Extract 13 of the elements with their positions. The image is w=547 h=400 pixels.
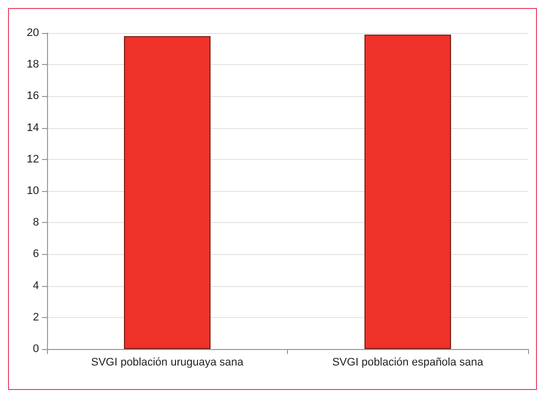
y-tick-label: 10 xyxy=(26,185,39,197)
y-tick-label: 0 xyxy=(32,343,39,355)
y-tick-label: 8 xyxy=(32,216,39,229)
x-tick-label: SVGI población uruguaya sana xyxy=(91,356,244,368)
y-tick-label: 20 xyxy=(26,27,39,39)
y-tick-label: 6 xyxy=(32,248,39,260)
y-tick-label: 16 xyxy=(26,90,39,102)
y-tick-label: 14 xyxy=(26,122,39,134)
y-tick-label: 4 xyxy=(32,280,39,292)
y-tick-label: 12 xyxy=(26,153,39,166)
y-tick-label: 2 xyxy=(32,311,39,324)
y-tick-label: 18 xyxy=(26,58,39,71)
x-tick-label: SVGI población española sana xyxy=(332,356,484,368)
